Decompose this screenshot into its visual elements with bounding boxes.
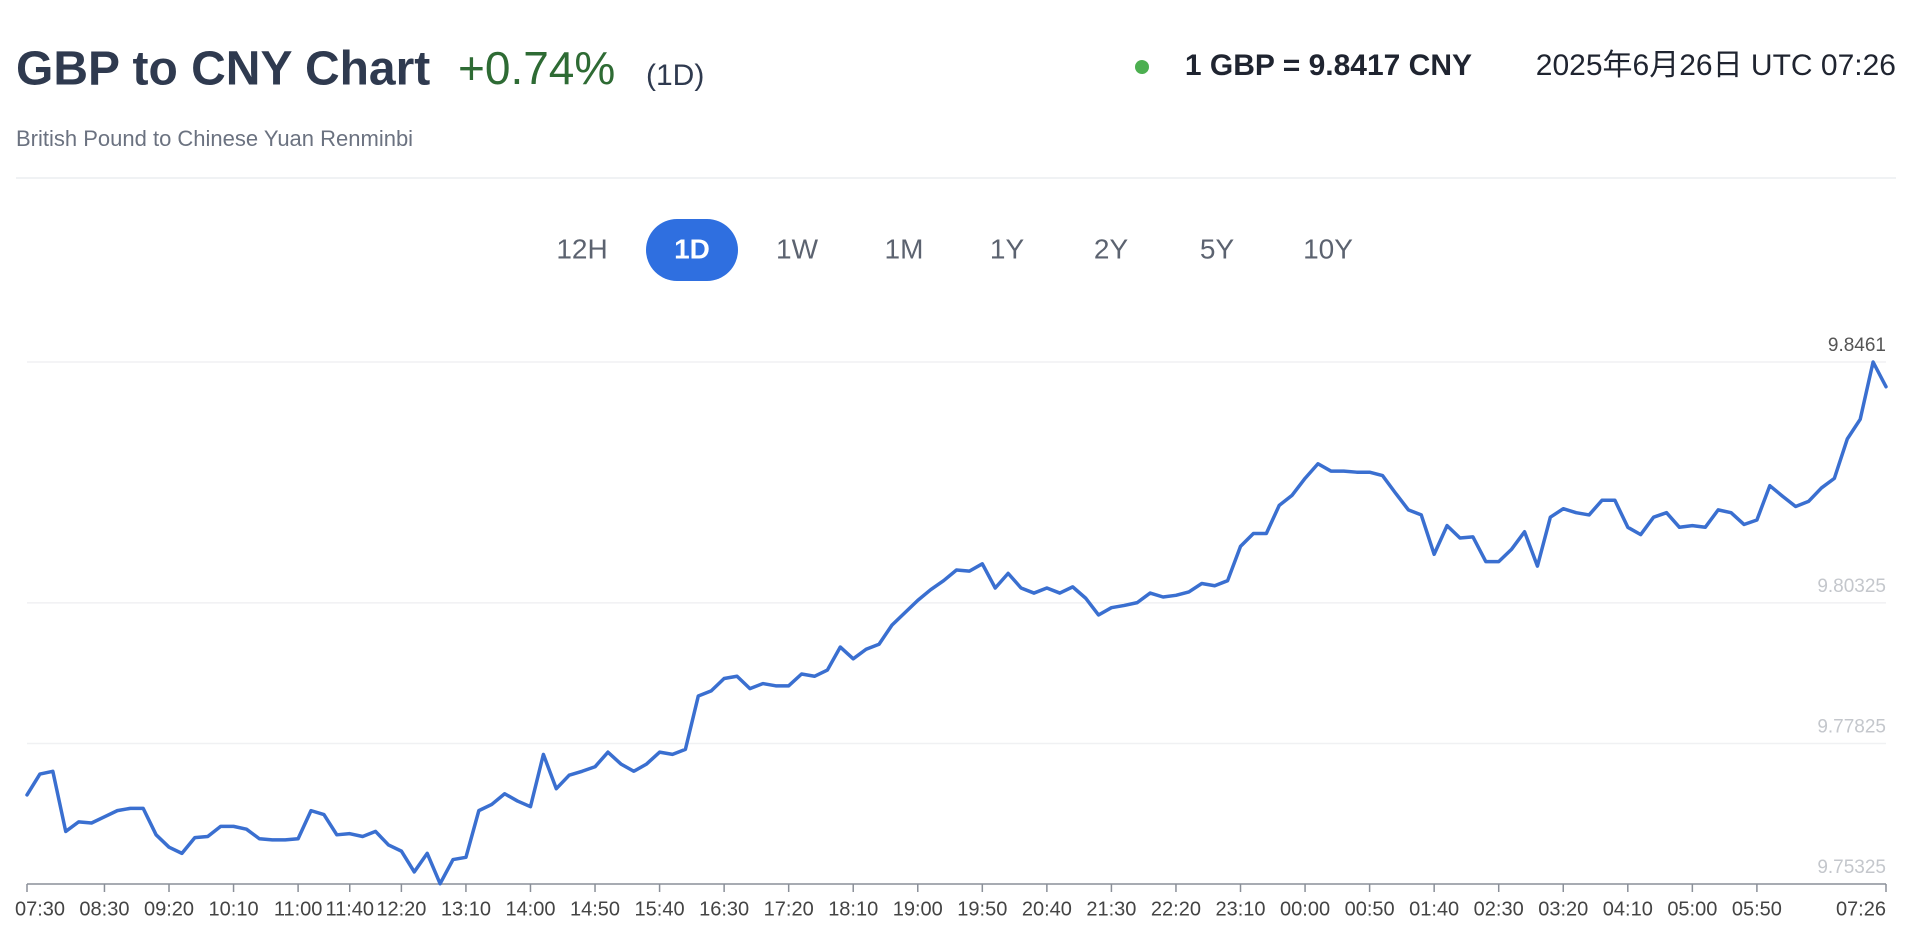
- x-tick-label: 15:40: [635, 898, 685, 920]
- title: GBP to CNY Chart: [16, 43, 430, 96]
- x-tick-label: 12:20: [376, 898, 426, 920]
- x-tick-label: 20:40: [1022, 898, 1072, 920]
- range-button[interactable]: 1Y: [990, 233, 1025, 264]
- range-button[interactable]: 1M: [885, 233, 924, 264]
- x-tick-label: 13:10: [441, 898, 491, 920]
- x-tick-label: 03:20: [1538, 898, 1588, 920]
- range-button[interactable]: 12H: [556, 233, 607, 264]
- x-tick-label: 21:30: [1086, 898, 1136, 920]
- x-tick-label: 05:00: [1667, 898, 1717, 920]
- x-tick-label: 07:30: [15, 898, 65, 920]
- x-tick-label: 10:10: [209, 898, 259, 920]
- range-button[interactable]: 2Y: [1094, 233, 1129, 264]
- x-tick-label: 01:40: [1409, 898, 1459, 920]
- range-button[interactable]: 1D: [674, 233, 710, 264]
- change: +0.74%: [458, 42, 615, 94]
- x-tick-label: 19:00: [893, 898, 943, 920]
- y-tick-label: 9.8461: [1828, 335, 1886, 356]
- x-tick-label: 18:10: [828, 898, 878, 920]
- x-tick-label: 00:50: [1345, 898, 1395, 920]
- y-tick-label: 9.75325: [1817, 857, 1886, 878]
- range-button[interactable]: 5Y: [1200, 233, 1235, 264]
- x-tick-label: 11:00: [274, 898, 323, 920]
- range-button[interactable]: 10Y: [1303, 233, 1353, 264]
- x-tick-label: 02:30: [1474, 898, 1524, 920]
- x-tick-label: 17:20: [764, 898, 814, 920]
- x-tick-label: 22:20: [1151, 898, 1201, 920]
- x-tick-label: 14:50: [570, 898, 620, 920]
- x-tick-label: 07:26: [1836, 898, 1886, 920]
- timestamp: 2025年6月26日 UTC 07:26: [1536, 49, 1896, 82]
- x-tick-label: 16:30: [699, 898, 749, 920]
- x-tick-label: 05:50: [1732, 898, 1782, 920]
- rate: 1 GBP = 9.8417 CNY: [1185, 49, 1472, 82]
- x-tick-label: 19:50: [957, 898, 1007, 920]
- x-tick-label: 04:10: [1603, 898, 1653, 920]
- x-tick-label: 08:30: [79, 898, 129, 920]
- range-button[interactable]: 1W: [776, 233, 819, 264]
- y-tick-label: 9.80325: [1817, 576, 1886, 597]
- period: (1D): [646, 59, 704, 92]
- status-dot: [1135, 60, 1149, 74]
- range-button-active[interactable]: [646, 219, 738, 281]
- x-tick-label: 14:00: [505, 898, 555, 920]
- x-tick-label: 23:10: [1215, 898, 1265, 920]
- x-tick-label: 11:40: [325, 898, 374, 920]
- x-tick-label: 09:20: [144, 898, 194, 920]
- subtitle: British Pound to Chinese Yuan Renminbi: [16, 126, 413, 151]
- x-tick-label: 00:00: [1280, 898, 1330, 920]
- price-line: [25, 360, 1888, 886]
- y-tick-label: 9.77825: [1817, 716, 1886, 737]
